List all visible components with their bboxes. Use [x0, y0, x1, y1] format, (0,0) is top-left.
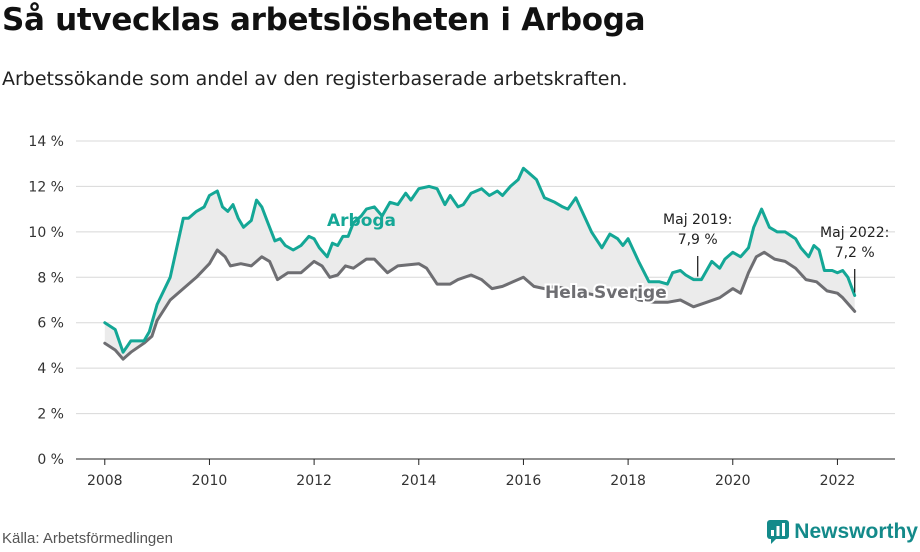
series-line-hela-sverige [103, 248, 857, 361]
y-tick-label: 14 % [28, 134, 64, 150]
source-note: Källa: Arbetsförmedlingen [2, 530, 173, 547]
y-axis-ticks: 0 % 2 % 4 % 6 % 8 % 10 % 12 % 14 % [28, 134, 64, 468]
annotation-text: 7,9 % [678, 232, 718, 248]
series-label-hela-sverige: Hela Sverige [545, 283, 667, 303]
series-label-arboga: Arboga [327, 211, 396, 231]
y-tick-label: 8 % [37, 270, 64, 286]
x-tick-label: 2014 [401, 473, 437, 489]
x-tick-label: 2016 [506, 473, 542, 489]
series-line-arboga [103, 166, 857, 354]
annotation-text: 7,2 % [835, 245, 875, 261]
brand-name: Newsworthy [794, 520, 918, 543]
y-tick-label: 6 % [37, 316, 64, 332]
page-title: Så utvecklas arbetslösheten i Arboga [2, 2, 646, 38]
page-subtitle: Arbetssökande som andel av den registerb… [2, 68, 628, 90]
y-tick-label: 2 % [37, 407, 64, 423]
x-tick-label: 2020 [715, 473, 751, 489]
y-tick-label: 4 % [37, 361, 64, 377]
annotation-text: Maj 2022: [820, 225, 889, 241]
x-tick-label: 2010 [192, 473, 228, 489]
x-axis-ticks: 2008 2010 2012 2014 2016 2018 2020 2022 [87, 459, 855, 489]
annotations: Maj 2019: 7,9 % Maj 2022: 7,2 % [663, 212, 889, 293]
newsworthy-logo-icon [767, 520, 790, 544]
difference-area [104, 168, 855, 360]
y-tick-label: 12 % [28, 179, 64, 195]
y-tick-label: 10 % [28, 225, 64, 241]
annotation-text: Maj 2019: [663, 212, 732, 228]
y-tick-label: 0 % [37, 452, 64, 468]
x-tick-label: 2008 [87, 473, 123, 489]
brand-logo: Newsworthy [767, 520, 918, 544]
x-tick-label: 2018 [610, 473, 646, 489]
x-tick-label: 2012 [296, 473, 332, 489]
x-tick-label: 2022 [820, 473, 856, 489]
